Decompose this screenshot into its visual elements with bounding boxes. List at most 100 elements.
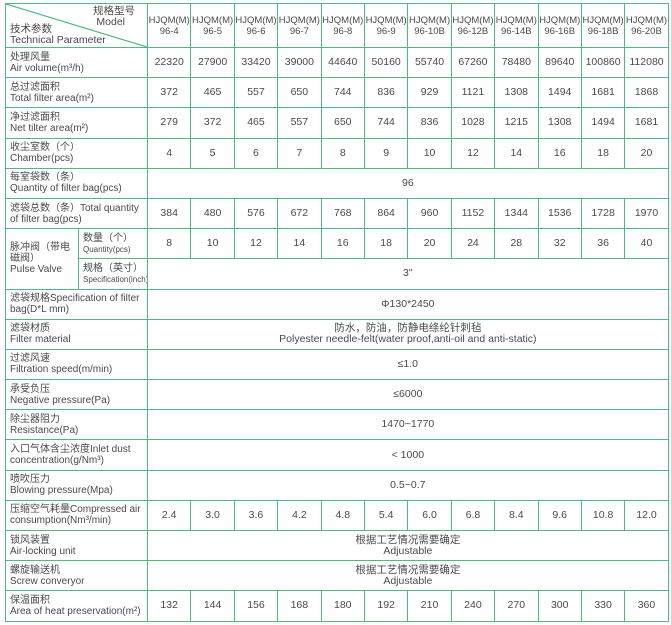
value-cell: 33420 xyxy=(233,46,279,79)
row-label: 压缩空气耗量Compressed air consumption(Nm³/min… xyxy=(5,499,148,532)
header-row: 规格型号 Model 技术参数 Technical Parameter HJQM… xyxy=(5,3,669,48)
value-cell: 14 xyxy=(277,228,322,260)
merged-value: Φ130*2450 xyxy=(381,297,435,310)
merged-value: 防水，防油，防静电绦纶针刺毡 xyxy=(334,322,482,335)
value-cell: 1868 xyxy=(624,77,669,109)
merged-value: 根据工艺情况需要确定 xyxy=(355,563,461,576)
value-cell: 372 xyxy=(146,77,192,109)
table-row: 承受负压 Negative pressure(Pa) ≤6000 xyxy=(5,379,669,411)
value-cell: 14 xyxy=(494,137,539,169)
table-row: 锁风装置 Air-locking unit 根据工艺情况需要确定 Adjustable xyxy=(5,529,669,562)
value-cell: 1028 xyxy=(450,107,496,139)
value-cell: 1970 xyxy=(624,197,669,230)
row-label-en: Air volume(m³/h) xyxy=(10,62,84,74)
table-row: 滤袋规格Specification of filter bag(D*L mm) Φ1… xyxy=(5,288,669,320)
value-cell: 836 xyxy=(363,77,409,109)
model-header-cell: HJQM(M) 96-5 xyxy=(190,3,235,48)
row-label-zh: 入口气体含尘浓度Inlet dust xyxy=(10,444,131,456)
group-label-zh: 脉冲阀（带电磁阀） xyxy=(10,242,70,265)
value-cell: 22320 xyxy=(146,46,192,79)
row-label-en: Quantity of filter bag(pcs) xyxy=(10,183,122,195)
row-label: 喷吹压力 Blowing pressure(Mpa) xyxy=(5,469,148,501)
value-cell: 279 xyxy=(146,107,192,139)
row-label-zh: 滤袋规格Specification of filter xyxy=(10,293,140,305)
model-header-cell: HJQM(M) 96-12B xyxy=(450,3,496,48)
param-label-zh: 技术参数 xyxy=(10,23,52,35)
merged-value-cell: 0.5~0.7 xyxy=(147,469,669,501)
merged-value-cell: Φ130*2450 xyxy=(147,288,669,320)
value-cell: 12 xyxy=(450,137,496,169)
row-label-en: Blowing pressure(Mpa) xyxy=(10,485,113,497)
row-label-zh: 处理风量 xyxy=(10,51,50,63)
value-cell: 557 xyxy=(277,107,322,139)
value-cell: 1536 xyxy=(537,197,582,230)
row-label: 承受负压 Negative pressure(Pa) xyxy=(5,379,148,411)
value-cell: 16 xyxy=(320,228,365,260)
model-number: 96-5 xyxy=(203,25,223,37)
table-row: 入口气体含尘浓度Inlet dust concentration(g/Nm³) < … xyxy=(5,439,669,471)
merged-value: 0.5~0.7 xyxy=(390,478,426,491)
merged-value-cell: 防水，防油，防静电绦纶针刺毡 Polyester needle-felt(wate… xyxy=(147,318,669,350)
value-cell: 240 xyxy=(450,590,496,622)
row-label: 过滤风速 Filtration speed(m/min) xyxy=(5,348,148,381)
row-label-zh: 滤袋总数（条）Total quantity xyxy=(10,202,139,214)
model-header-cell: HJQM(M) 96-4 xyxy=(146,3,192,48)
row-label-en: Total filter area(m²) xyxy=(10,92,94,104)
value-cell: 270 xyxy=(494,590,539,622)
value-cell: 384 xyxy=(146,197,192,230)
value-cell: 12.0 xyxy=(624,499,669,532)
value-cell: 864 xyxy=(363,197,409,230)
table-row: 脉冲阀（带电磁阀） Pulse Valve 数量（个） Quantity(pcs) 8 1… xyxy=(5,228,669,290)
row-label-en: Air-locking unit xyxy=(10,545,76,557)
row-label-zh: 压缩空气耗量Compressed air xyxy=(10,504,141,516)
model-label-zh: 规格型号 xyxy=(93,5,135,17)
diagonal-divider xyxy=(6,4,147,47)
merged-value-en: Adjustable xyxy=(383,544,433,557)
value-cell: 9.6 xyxy=(537,499,582,532)
value-cell: 836 xyxy=(407,107,452,139)
model-series: HJQM(M) xyxy=(322,14,364,26)
value-cell: 8 xyxy=(146,228,192,260)
merged-value: ≤6000 xyxy=(393,388,423,401)
row-label-zh: 除尘器阻力 xyxy=(10,413,60,425)
value-cell: 16 xyxy=(537,137,582,169)
value-cell: 768 xyxy=(320,197,365,230)
value-cell: 89640 xyxy=(537,46,582,79)
model-header-cell: HJQM(M) 96-14B xyxy=(494,3,539,48)
row-label-zh: 收尘室数（个） xyxy=(10,142,80,154)
row-label: 滤袋规格Specification of filter bag(D*L mm) xyxy=(5,288,148,320)
model-number: 96-18B xyxy=(587,25,619,37)
value-cell: 1728 xyxy=(580,197,626,230)
merged-value-cell: 1470~1770 xyxy=(147,409,669,441)
value-cell: 672 xyxy=(277,197,322,230)
row-label: 净过滤面积 Net tilter area(m²) xyxy=(5,107,148,139)
value-cell: 576 xyxy=(233,197,279,230)
value-cell: 5.4 xyxy=(363,499,409,532)
merged-value-cell: 根据工艺情况需要确定 Adjustable xyxy=(147,529,669,562)
row-label: 入口气体含尘浓度Inlet dust concentration(g/Nm³) xyxy=(5,439,148,471)
value-cell: 4 xyxy=(146,137,192,169)
row-label-en: Net tilter area(m²) xyxy=(10,122,89,134)
merged-value-cell: 3" xyxy=(147,258,669,290)
table-row: 除尘器阻力 Resistance(Pa) 1470~1770 xyxy=(5,409,669,441)
row-label-en: Filter material xyxy=(10,334,71,346)
value-cell: 557 xyxy=(233,77,279,109)
row-label-en: of filter bag(pcs) xyxy=(10,213,82,225)
table-row: 规格（英寸） Specification(inch) 3" xyxy=(6,258,669,290)
value-cell: 330 xyxy=(580,590,626,622)
row-label-zh: 数量（个） xyxy=(83,232,133,244)
model-number: 96-6 xyxy=(246,25,266,37)
model-header-cell: HJQM(M) 96-9 xyxy=(363,3,409,48)
value-cell: 12 xyxy=(233,228,279,260)
model-series: HJQM(M) xyxy=(582,14,624,26)
value-cell: 2.4 xyxy=(146,499,192,532)
model-series: HJQM(M) xyxy=(625,14,668,26)
value-cell: 10 xyxy=(190,228,235,260)
value-cell: 744 xyxy=(363,107,409,139)
value-cell: 6.0 xyxy=(407,499,452,532)
param-label-en: Technical Parameter xyxy=(10,34,106,46)
row-label: 总过滤面积 Total filter area(m²) xyxy=(5,77,148,109)
value-cell: 465 xyxy=(190,77,235,109)
row-label: 滤袋材质 Filter material xyxy=(5,318,148,350)
row-label-en: Specification(inch) xyxy=(83,274,148,284)
